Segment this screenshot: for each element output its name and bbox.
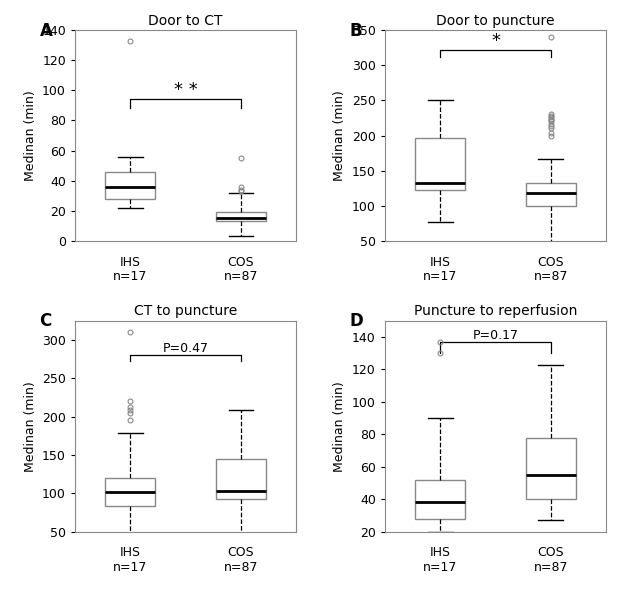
Title: Door to puncture: Door to puncture (436, 14, 555, 28)
PathPatch shape (106, 478, 155, 506)
Text: COS: COS (538, 255, 564, 269)
Text: B: B (349, 22, 362, 40)
Text: D: D (349, 312, 363, 330)
Title: Door to CT: Door to CT (148, 14, 223, 28)
Text: * *: * * (174, 82, 198, 100)
Text: n=17: n=17 (423, 561, 458, 574)
Text: n=17: n=17 (113, 271, 148, 283)
PathPatch shape (526, 437, 576, 499)
PathPatch shape (216, 459, 266, 498)
Text: IHS: IHS (430, 546, 451, 559)
Title: Puncture to reperfusion: Puncture to reperfusion (414, 304, 578, 318)
Text: C: C (39, 312, 52, 330)
Y-axis label: Medinan (min): Medinan (min) (24, 381, 36, 472)
Text: COS: COS (538, 546, 564, 559)
PathPatch shape (526, 182, 576, 206)
Text: n=87: n=87 (224, 561, 258, 574)
Text: P=0.47: P=0.47 (162, 342, 209, 355)
Y-axis label: Medinan (min): Medinan (min) (24, 90, 36, 181)
Title: CT to puncture: CT to puncture (134, 304, 238, 318)
PathPatch shape (416, 138, 465, 190)
Text: IHS: IHS (120, 255, 141, 269)
Y-axis label: Medinan (min): Medinan (min) (334, 90, 346, 181)
Y-axis label: Medinan (min): Medinan (min) (334, 381, 346, 472)
Text: *: * (491, 32, 500, 50)
PathPatch shape (216, 212, 266, 221)
Text: COS: COS (228, 546, 254, 559)
Text: n=87: n=87 (534, 271, 568, 283)
PathPatch shape (416, 480, 465, 519)
Text: A: A (39, 22, 52, 40)
PathPatch shape (106, 172, 155, 199)
Text: IHS: IHS (430, 255, 451, 269)
Text: COS: COS (228, 255, 254, 269)
Text: n=87: n=87 (534, 561, 568, 574)
Text: IHS: IHS (120, 546, 141, 559)
Text: n=87: n=87 (224, 271, 258, 283)
Text: n=17: n=17 (113, 561, 148, 574)
Text: P=0.17: P=0.17 (472, 329, 519, 342)
Text: n=17: n=17 (423, 271, 458, 283)
